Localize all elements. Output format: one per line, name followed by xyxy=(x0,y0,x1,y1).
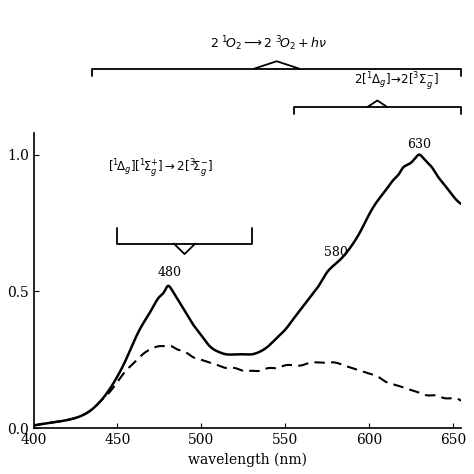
Text: 580: 580 xyxy=(324,246,347,259)
X-axis label: wavelength (nm): wavelength (nm) xyxy=(188,453,307,467)
Text: $[^{1}\!\Delta_g][^{1}\!\Sigma_g^{+}] \rightarrow 2[^{3}\!\Sigma_g^{-}]$: $[^{1}\!\Delta_g][^{1}\!\Sigma_g^{+}] \r… xyxy=(109,157,214,179)
Text: $2\;{}^{1}\!O_2 \longrightarrow 2\;{}^{3}\!O_2 + h\nu$: $2\;{}^{1}\!O_2 \longrightarrow 2\;{}^{3… xyxy=(210,35,327,53)
Text: $2[^{1}\Delta_g]\!\rightarrow\!2[^{3}\Sigma_g^{-}]$: $2[^{1}\Delta_g]\!\rightarrow\!2[^{3}\Si… xyxy=(354,71,439,92)
Text: 480: 480 xyxy=(157,266,182,279)
Text: 630: 630 xyxy=(407,137,431,151)
